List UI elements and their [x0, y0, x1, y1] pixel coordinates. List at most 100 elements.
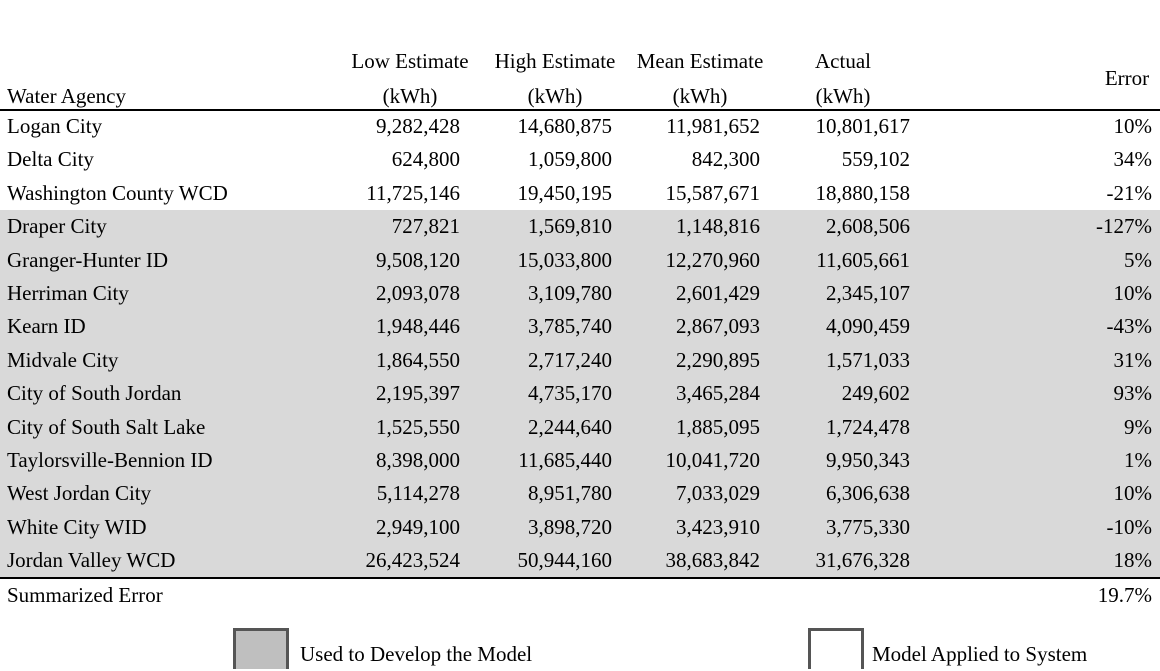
number-cell: 14,680,875	[517, 114, 613, 138]
number-cell: 26,423,524	[365, 548, 461, 573]
shaded-band	[0, 210, 1160, 578]
error-cell: 31%	[1113, 347, 1153, 372]
header-rule	[0, 109, 1160, 111]
agency-cell: City of South Jordan	[7, 381, 182, 406]
number-cell: 15,587,671	[665, 180, 761, 205]
error-cell: -127%	[1096, 214, 1152, 239]
legend-swatch	[808, 628, 864, 669]
number-cell: 2,195,397	[376, 381, 460, 406]
number-cell: 19,450,195	[517, 180, 613, 205]
number-cell: 559,102	[841, 147, 910, 172]
agency-cell: West Jordan City	[7, 481, 152, 506]
number-cell: 1,569,810	[528, 214, 612, 239]
error-cell: 9%	[1124, 414, 1152, 439]
number-cell: 4,735,170	[528, 381, 612, 406]
number-cell: 8,951,780	[528, 481, 612, 506]
agency-cell: Draper City	[7, 214, 107, 239]
number-cell: 11,725,146	[366, 180, 460, 205]
number-cell: 3,109,780	[528, 281, 612, 305]
number-cell: 1,864,550	[376, 347, 460, 372]
number-cell: 11,605,661	[816, 247, 910, 272]
number-cell: 727,821	[391, 214, 460, 239]
number-cell: 9,282,428	[376, 114, 460, 138]
error-cell: 10%	[1113, 281, 1153, 305]
error-cell: 18%	[1113, 548, 1153, 573]
number-cell: 1,059,800	[528, 147, 612, 172]
header-cell: High Estimate	[494, 49, 616, 73]
number-cell: 2,867,093	[676, 314, 760, 339]
header-cell: Error	[1104, 66, 1150, 90]
number-cell: 10,801,617	[815, 114, 911, 138]
number-cell: 1,948,446	[376, 314, 460, 339]
number-cell: 9,950,343	[826, 448, 910, 472]
header-cell: Actual	[815, 49, 871, 73]
number-cell: 9,508,120	[376, 247, 460, 272]
legend-label: Used to Develop the Model	[300, 642, 533, 666]
summary-label: Summarized Error	[7, 582, 163, 607]
number-cell: 3,898,720	[528, 514, 612, 539]
number-cell: 31,676,328	[815, 548, 911, 573]
header-cell: (kWh)	[815, 84, 871, 108]
number-cell: 5,114,278	[376, 481, 460, 506]
bottom-rule	[0, 576, 1160, 579]
number-cell: 10,041,720	[665, 448, 761, 472]
error-cell: 34%	[1113, 147, 1153, 172]
number-cell: 249,602	[841, 381, 910, 406]
legend-label: Model Applied to System	[872, 642, 1088, 666]
error-cell: 1%	[1124, 448, 1152, 472]
header-cell: (kWh)	[527, 84, 583, 108]
error-cell: 10%	[1113, 481, 1153, 506]
number-cell: 3,775,330	[826, 514, 910, 539]
agency-cell: Midvale City	[7, 347, 119, 372]
number-cell: 3,465,284	[676, 381, 760, 406]
error-cell: 5%	[1124, 247, 1152, 272]
agency-cell: Herriman City	[7, 281, 129, 305]
summary-value: 19.7%	[1097, 582, 1152, 607]
number-cell: 2,608,506	[826, 214, 910, 239]
agency-cell: Delta City	[7, 147, 94, 172]
number-cell: 18,880,158	[815, 180, 911, 205]
number-cell: 12,270,960	[665, 247, 761, 272]
number-cell: 1,148,816	[676, 214, 760, 239]
number-cell: 2,290,895	[676, 347, 760, 372]
number-cell: 6,306,638	[826, 481, 910, 506]
number-cell: 2,949,100	[376, 514, 460, 539]
number-cell: 15,033,800	[517, 247, 613, 272]
number-cell: 11,981,652	[666, 114, 760, 138]
error-cell: 93%	[1113, 381, 1153, 406]
number-cell: 11,685,440	[518, 448, 612, 472]
agency-cell: Logan City	[7, 114, 103, 138]
error-cell: -43%	[1106, 314, 1153, 339]
header-cell: Low Estimate	[351, 49, 469, 73]
error-cell: -10%	[1106, 514, 1153, 539]
agency-cell: City of South Salt Lake	[7, 414, 206, 439]
number-cell: 38,683,842	[665, 548, 761, 573]
error-cell: 10%	[1113, 114, 1153, 138]
number-cell: 3,785,740	[528, 314, 612, 339]
number-cell: 1,571,033	[826, 347, 910, 372]
number-cell: 50,944,160	[517, 548, 613, 573]
number-cell: 1,885,095	[676, 414, 760, 439]
header-cell: Mean Estimate	[636, 49, 764, 73]
agency-cell: Granger-Hunter ID	[7, 247, 169, 272]
header-cell: Water Agency	[7, 84, 127, 108]
number-cell: 2,717,240	[528, 347, 612, 372]
number-cell: 2,601,429	[676, 281, 760, 305]
number-cell: 2,244,640	[528, 414, 612, 439]
agency-cell: Kearn ID	[7, 314, 86, 339]
number-cell: 4,090,459	[826, 314, 910, 339]
number-cell: 2,345,107	[826, 281, 910, 305]
number-cell: 7,033,029	[676, 481, 760, 506]
error-cell: -21%	[1106, 180, 1153, 205]
number-cell: 1,724,478	[826, 414, 910, 439]
agency-cell: Washington County WCD	[7, 180, 228, 205]
agency-cell: Taylorsville-Bennion ID	[7, 448, 213, 472]
number-cell: 3,423,910	[676, 514, 760, 539]
number-cell: 2,093,078	[376, 281, 460, 305]
agency-cell: White City WID	[7, 514, 147, 539]
number-cell: 8,398,000	[376, 448, 460, 472]
number-cell: 842,300	[691, 147, 760, 172]
header-cell: (kWh)	[672, 84, 728, 108]
number-cell: 1,525,550	[376, 414, 460, 439]
